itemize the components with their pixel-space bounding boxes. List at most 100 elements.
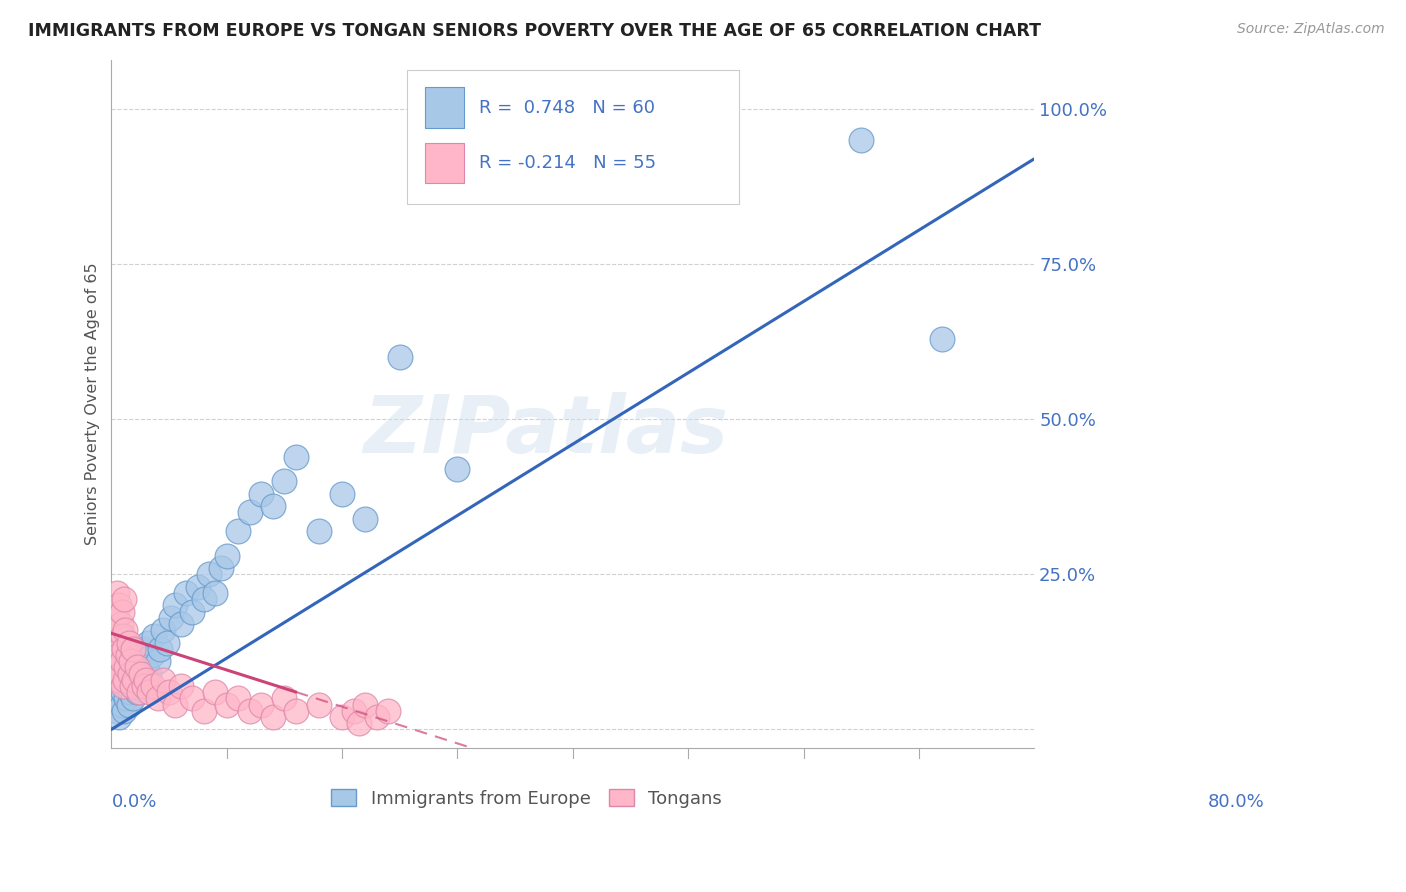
Text: 80.0%: 80.0%	[1208, 793, 1265, 811]
Point	[143, 629, 166, 643]
Point	[308, 524, 330, 538]
Point	[163, 599, 186, 613]
Text: IMMIGRANTS FROM EUROPE VS TONGAN SENIORS POVERTY OVER THE AGE OF 65 CORRELATION : IMMIGRANTS FROM EUROPE VS TONGAN SENIORS…	[28, 22, 1040, 40]
Point	[114, 623, 136, 637]
Point	[354, 511, 377, 525]
Point	[931, 332, 953, 346]
Point	[125, 685, 148, 699]
Point	[181, 605, 204, 619]
Point	[115, 691, 138, 706]
Point	[124, 660, 146, 674]
Point	[121, 641, 143, 656]
Point	[851, 133, 873, 147]
Point	[105, 704, 128, 718]
Point	[118, 654, 141, 668]
Point	[169, 679, 191, 693]
Point	[114, 648, 136, 662]
Point	[118, 635, 141, 649]
Text: Source: ZipAtlas.com: Source: ZipAtlas.com	[1237, 22, 1385, 37]
Point	[118, 666, 141, 681]
Text: ZIPatlas: ZIPatlas	[363, 392, 728, 470]
Point	[110, 673, 132, 687]
Point	[343, 704, 366, 718]
Point	[273, 475, 295, 489]
Text: 0.0%: 0.0%	[111, 793, 157, 811]
Point	[118, 685, 141, 699]
Point	[149, 641, 172, 656]
Point	[181, 691, 204, 706]
Y-axis label: Seniors Poverty Over the Age of 65: Seniors Poverty Over the Age of 65	[86, 262, 100, 545]
Point	[330, 710, 353, 724]
Point	[118, 698, 141, 712]
Point	[285, 450, 308, 464]
Text: R = -0.214   N = 55: R = -0.214 N = 55	[478, 153, 655, 172]
Point	[193, 592, 215, 607]
Point	[110, 666, 132, 681]
Point	[107, 691, 129, 706]
Point	[156, 635, 179, 649]
Point	[209, 561, 232, 575]
Point	[160, 611, 183, 625]
Point	[138, 666, 160, 681]
Point	[112, 704, 135, 718]
Point	[273, 691, 295, 706]
Point	[105, 660, 128, 674]
Point	[146, 691, 169, 706]
Point	[142, 679, 165, 693]
Point	[169, 617, 191, 632]
Point	[250, 698, 273, 712]
Point	[112, 592, 135, 607]
Point	[108, 648, 131, 662]
Point	[114, 679, 136, 693]
Point	[135, 673, 157, 687]
Point	[204, 586, 226, 600]
Point	[366, 710, 388, 724]
Point	[128, 685, 150, 699]
Point	[215, 698, 238, 712]
Point	[111, 629, 134, 643]
Point	[163, 698, 186, 712]
Point	[136, 635, 159, 649]
Point	[215, 549, 238, 563]
Point	[111, 679, 134, 693]
Text: R =  0.748   N = 60: R = 0.748 N = 60	[478, 99, 655, 117]
Point	[127, 666, 149, 681]
Point	[105, 586, 128, 600]
FancyBboxPatch shape	[425, 143, 464, 183]
Point	[121, 679, 143, 693]
Point	[111, 654, 134, 668]
Point	[285, 704, 308, 718]
Point	[354, 698, 377, 712]
Point	[157, 685, 180, 699]
Point	[446, 462, 468, 476]
Point	[125, 660, 148, 674]
Point	[330, 487, 353, 501]
Point	[377, 704, 399, 718]
Point	[111, 698, 134, 712]
Legend: Immigrants from Europe, Tongans: Immigrants from Europe, Tongans	[323, 781, 730, 814]
Point	[122, 691, 145, 706]
Point	[131, 666, 153, 681]
Point	[111, 605, 134, 619]
Point	[204, 685, 226, 699]
Point	[108, 710, 131, 724]
Point	[176, 586, 198, 600]
Point	[115, 660, 138, 674]
Point	[111, 660, 134, 674]
Point	[124, 679, 146, 693]
Point	[107, 623, 129, 637]
Point	[226, 524, 249, 538]
Point	[239, 505, 262, 519]
Point	[120, 654, 142, 668]
Point	[108, 599, 131, 613]
Point	[193, 704, 215, 718]
Point	[105, 611, 128, 625]
Point	[141, 648, 163, 662]
Point	[132, 641, 155, 656]
Point	[226, 691, 249, 706]
Point	[124, 673, 146, 687]
Point	[110, 617, 132, 632]
Point	[388, 351, 411, 365]
Point	[131, 654, 153, 668]
Point	[138, 685, 160, 699]
